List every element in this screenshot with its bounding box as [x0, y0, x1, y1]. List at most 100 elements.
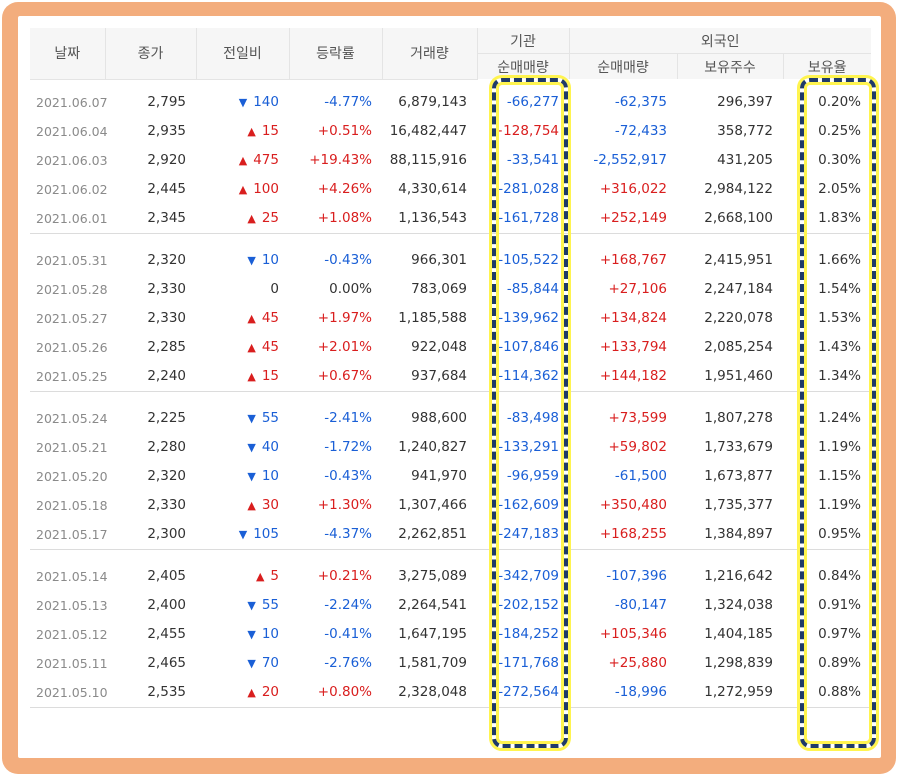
foreign-holdings-cell: 1,673,877 — [704, 468, 773, 484]
volume-cell: 1,647,195 — [398, 626, 467, 642]
table-row: 2021.05.14 2,405 ▲ 5 +0.21% 3,275,089 -342,709… — [30, 562, 871, 591]
institution-net-cell: -171,768 — [498, 655, 559, 671]
date-cell: 2021.05.21 — [36, 439, 108, 455]
close-cell: 2,300 — [147, 526, 186, 542]
volume-cell: 2,264,541 — [398, 597, 467, 613]
diff-value: 15 — [261, 368, 279, 384]
foreign-ratio-cell: 1.54% — [818, 281, 861, 297]
diff-value: 55 — [261, 410, 279, 426]
table-row: 2021.05.28 2,330 0 0.00% 783,069 -85,844 +27,1… — [30, 275, 871, 304]
foreign-holdings-cell: 1,404,185 — [704, 626, 773, 642]
foreign-net-cell: -107,396 — [606, 568, 667, 584]
foreign-holdings-cell: 1,735,377 — [704, 497, 773, 513]
rate-cell: +0.80% — [317, 684, 372, 700]
table-row: 2021.06.02 2,445 ▲ 100 +4.26% 4,330,614 -281,0… — [30, 175, 871, 204]
table-row: 2021.05.18 2,330 ▲ 30 +1.30% 1,307,466 -162,60… — [30, 491, 871, 520]
investor-trading-table: 날짜 종가 전일비 등락률 거래량 기관 외국인 순매매량 순매매량 보유주수 … — [30, 28, 871, 710]
diff-cell: ▼ 10 — [196, 620, 289, 649]
diff-value: 25 — [261, 210, 279, 226]
header-close: 종가 — [104, 28, 196, 80]
close-cell: 2,795 — [147, 94, 186, 110]
rate-cell: -4.77% — [324, 94, 372, 110]
diff-value: 10 — [261, 252, 279, 268]
close-cell: 2,935 — [147, 123, 186, 139]
institution-net-cell: -342,709 — [498, 568, 559, 584]
down-triangle-icon: ▼ — [247, 628, 256, 641]
date-cell: 2021.06.02 — [36, 181, 108, 197]
date-cell: 2021.06.01 — [36, 210, 108, 226]
foreign-ratio-cell: 1.24% — [818, 410, 861, 426]
institution-net-cell: -202,152 — [498, 597, 559, 613]
foreign-ratio-cell: 0.88% — [818, 684, 861, 700]
foreign-ratio-cell: 0.89% — [818, 655, 861, 671]
diff-cell: 0 — [196, 275, 289, 304]
foreign-net-cell: +133,794 — [599, 339, 667, 355]
rate-cell: +0.21% — [317, 568, 372, 584]
diff-cell: ▲ 45 — [196, 304, 289, 333]
diff-cell: ▼ 10 — [196, 462, 289, 491]
volume-cell: 1,136,543 — [398, 210, 467, 226]
foreign-holdings-cell: 1,384,897 — [704, 526, 773, 542]
institution-net-cell: -83,498 — [506, 410, 559, 426]
diff-cell: ▼ 10 — [196, 246, 289, 275]
rate-cell: -2.76% — [324, 655, 372, 671]
date-cell: 2021.06.04 — [36, 123, 108, 139]
date-cell: 2021.05.14 — [36, 568, 108, 584]
table-row: 2021.06.03 2,920 ▲ 475 +19.43% 88,115,916 -33,… — [30, 146, 871, 175]
close-cell: 2,455 — [147, 626, 186, 642]
table-body: 2021.06.07 2,795 ▼ 140 -4.77% 6,879,143 -66,27… — [30, 79, 871, 710]
foreign-net-cell: +27,106 — [608, 281, 667, 297]
volume-cell: 1,240,827 — [398, 439, 467, 455]
foreign-net-cell: +316,022 — [599, 181, 667, 197]
diff-value: 5 — [270, 568, 279, 584]
foreign-net-cell: +350,480 — [599, 497, 667, 513]
diff-value: 10 — [261, 626, 279, 642]
volume-cell: 1,307,466 — [398, 497, 467, 513]
foreign-net-cell: -18,996 — [614, 684, 667, 700]
close-cell: 2,280 — [147, 439, 186, 455]
down-triangle-icon: ▼ — [247, 657, 256, 670]
rate-cell: +1.08% — [317, 210, 372, 226]
header-date: 날짜 — [30, 28, 105, 80]
table-row: 2021.05.11 2,465 ▼ 70 -2.76% 1,581,709 -171,76… — [30, 649, 871, 678]
foreign-ratio-cell: 1.15% — [818, 468, 861, 484]
institution-net-cell: -85,844 — [506, 281, 559, 297]
foreign-holdings-cell: 1,216,642 — [704, 568, 773, 584]
table-row: 2021.05.26 2,285 ▲ 45 +2.01% 922,048 -107,846 +… — [30, 333, 871, 362]
down-triangle-icon: ▼ — [247, 254, 256, 267]
foreign-ratio-cell: 0.95% — [818, 526, 861, 542]
institution-net-cell: -105,522 — [498, 252, 559, 268]
rate-cell: +1.97% — [317, 310, 372, 326]
diff-value: 15 — [261, 123, 279, 139]
close-cell: 2,320 — [147, 252, 186, 268]
close-cell: 2,405 — [147, 568, 186, 584]
foreign-holdings-cell: 2,085,254 — [704, 339, 773, 355]
header-institution-group: 기관 — [476, 28, 569, 54]
close-cell: 2,285 — [147, 339, 186, 355]
diff-value: 70 — [261, 655, 279, 671]
institution-net-cell: -162,609 — [498, 497, 559, 513]
table-row: 2021.05.10 2,535 ▲ 20 +0.80% 2,328,048 -272,56… — [30, 678, 871, 708]
close-cell: 2,445 — [147, 181, 186, 197]
table-row: 2021.05.13 2,400 ▼ 55 -2.24% 2,264,541 -202,15… — [30, 591, 871, 620]
foreign-ratio-cell: 1.19% — [818, 497, 861, 513]
close-cell: 2,465 — [147, 655, 186, 671]
diff-value: 0 — [270, 281, 279, 297]
foreign-ratio-cell: 1.19% — [818, 439, 861, 455]
diff-cell: ▲ 25 — [196, 204, 289, 234]
bottom-border — [30, 706, 871, 710]
rate-cell: -0.43% — [324, 252, 372, 268]
volume-cell: 783,069 — [411, 281, 467, 297]
foreign-ratio-cell: 0.91% — [818, 597, 861, 613]
foreign-net-cell: +144,182 — [599, 368, 667, 384]
volume-cell: 988,600 — [411, 410, 467, 426]
institution-net-cell: -281,028 — [498, 181, 559, 197]
foreign-net-cell: -80,147 — [614, 597, 667, 613]
volume-cell: 4,330,614 — [398, 181, 467, 197]
close-cell: 2,330 — [147, 281, 186, 297]
date-cell: 2021.06.07 — [36, 94, 108, 110]
diff-value: 40 — [261, 439, 279, 455]
foreign-holdings-cell: 1,324,038 — [704, 597, 773, 613]
diff-value: 140 — [253, 94, 279, 110]
